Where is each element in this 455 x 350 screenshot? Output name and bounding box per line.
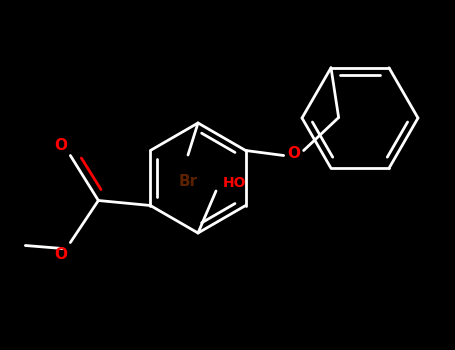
Text: Br: Br — [178, 174, 197, 189]
Text: HO: HO — [222, 176, 246, 190]
Text: O: O — [54, 138, 67, 153]
Text: O: O — [287, 146, 300, 161]
Text: O: O — [54, 247, 67, 262]
